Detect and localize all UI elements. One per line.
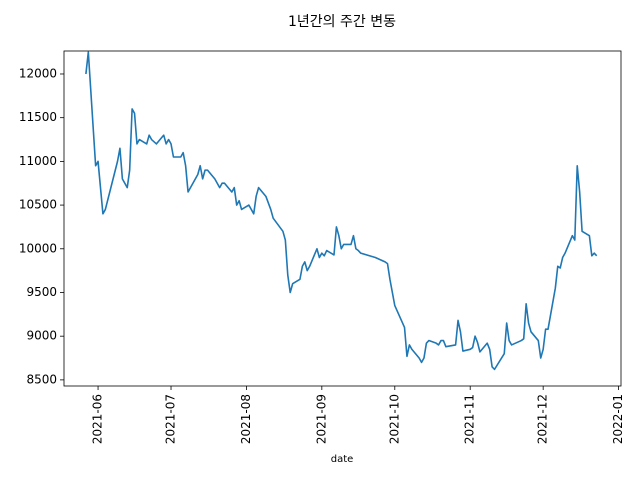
x-tick-label: 2021-12 — [536, 394, 550, 444]
x-tick-label: 2021-08 — [239, 394, 253, 444]
x-tick-label: 2021-10 — [387, 394, 401, 444]
line — [85, 51, 598, 371]
y-tick-label: 11500 — [19, 110, 57, 124]
y-tick-label: 9500 — [26, 285, 57, 299]
x-tick-label: 2022-01 — [611, 394, 625, 444]
y-tick-label: 8500 — [26, 372, 57, 386]
x-tick-label: 2021-11 — [463, 394, 477, 444]
plot-frame — [63, 50, 622, 387]
x-tick-label: 2021-06 — [91, 394, 105, 444]
y-tick-label: 10000 — [19, 241, 57, 255]
y-tick-label: 9000 — [26, 329, 57, 343]
x-tick-label: 2021-07 — [164, 394, 178, 444]
y-tick-label: 10500 — [19, 198, 57, 212]
x-axis-label: date — [331, 454, 354, 465]
x-tick-label: 2021-09 — [314, 394, 328, 444]
chart-title: 1년간의 주간 변동 — [288, 14, 396, 30]
y-tick-label: 11000 — [19, 154, 57, 168]
y-tick-label: 12000 — [19, 66, 57, 80]
